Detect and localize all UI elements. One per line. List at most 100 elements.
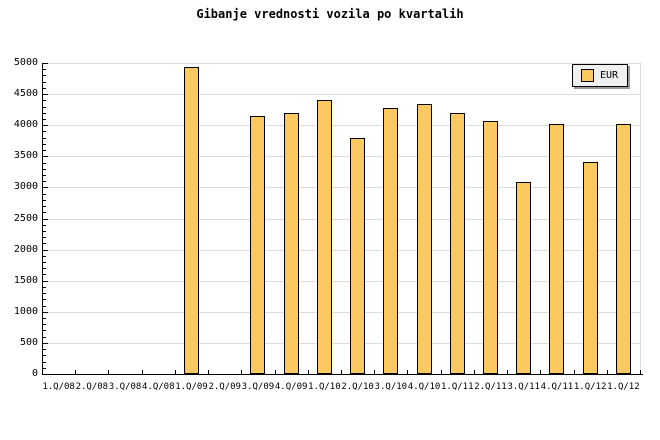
- y-axis-tick: [43, 107, 46, 108]
- x-tick-label: 1.Q/12: [573, 382, 607, 392]
- x-axis: [42, 374, 643, 375]
- y-axis-tick: [43, 268, 46, 269]
- y-axis-tick: [43, 150, 46, 151]
- y-axis-tick: [43, 175, 46, 176]
- y-axis-tick: [43, 219, 48, 220]
- x-axis-tick: [374, 370, 375, 374]
- x-axis-tick: [208, 370, 209, 374]
- bar: [417, 104, 432, 374]
- y-axis-tick: [43, 82, 46, 83]
- y-axis-tick: [43, 312, 48, 313]
- legend: EUR: [572, 64, 628, 87]
- x-tick-label: 1.Q/11: [441, 382, 474, 392]
- y-axis-tick: [43, 131, 46, 132]
- y-axis-tick: [43, 262, 46, 263]
- y-axis-tick: [43, 225, 46, 226]
- h-gridline: [42, 187, 640, 188]
- bar: [516, 182, 531, 374]
- y-tick-label: 3500: [13, 150, 38, 161]
- bar: [317, 100, 332, 374]
- x-tick-label: 4.Q/10: [407, 382, 441, 392]
- y-axis-tick: [43, 138, 46, 139]
- y-tick-label: 500: [19, 337, 38, 348]
- y-tick-label: 2000: [13, 244, 38, 255]
- x-axis-tick: [241, 370, 242, 374]
- x-axis-tick: [75, 370, 76, 374]
- y-axis-tick: [43, 256, 46, 257]
- y-tick-label: 0: [31, 368, 38, 379]
- y-axis-tick: [43, 299, 46, 300]
- x-tick-label: 1.Q/10: [308, 382, 341, 392]
- y-axis-tick: [43, 281, 48, 282]
- h-gridline: [42, 250, 640, 251]
- y-axis-tick: [43, 368, 46, 369]
- plot-right-border: [640, 63, 641, 375]
- x-tick-label: 1.Q/09: [175, 382, 208, 392]
- y-axis-tick: [43, 231, 46, 232]
- x-axis-tick: [108, 370, 109, 374]
- y-axis-tick: [43, 287, 46, 288]
- y-axis-tick: [43, 212, 46, 213]
- x-tick-label: 3.Q/11: [507, 382, 540, 392]
- x-axis-tick: [574, 370, 575, 374]
- bar: [284, 113, 299, 374]
- x-axis-tick: [441, 370, 442, 374]
- bar: [549, 124, 564, 374]
- y-axis-tick: [43, 125, 48, 126]
- y-axis-tick: [43, 318, 46, 319]
- y-axis-tick: [43, 75, 46, 76]
- h-gridline: [42, 63, 640, 64]
- x-axis-tick: [275, 370, 276, 374]
- x-tick-label: 3.Q/10: [374, 382, 408, 392]
- x-tick-label: 4.Q/09: [274, 382, 308, 392]
- y-axis-tick: [43, 156, 48, 157]
- bar: [383, 108, 398, 374]
- y-axis-tick: [43, 362, 46, 363]
- bar: [250, 116, 265, 374]
- x-tick-label: 4.Q/11: [540, 382, 574, 392]
- x-tick-label: 2.Q/08: [75, 382, 109, 392]
- x-tick-label: 1.Q/08: [42, 382, 75, 392]
- y-axis-tick: [43, 274, 46, 275]
- y-axis-tick: [43, 100, 46, 101]
- y-axis-tick: [43, 324, 46, 325]
- y-axis-tick: [43, 113, 46, 114]
- x-tick-label: 2.Q/11: [474, 382, 507, 392]
- y-axis-tick: [43, 88, 46, 89]
- x-axis-tick: [540, 370, 541, 374]
- y-axis-tick: [43, 181, 46, 182]
- y-axis-tick: [43, 69, 46, 70]
- legend-label: EUR: [600, 70, 619, 81]
- x-axis-tick: [607, 370, 608, 374]
- bar: [184, 67, 199, 374]
- h-gridline: [42, 343, 640, 344]
- x-tick-label: 4.Q/08: [142, 382, 175, 392]
- y-axis-tick: [43, 119, 46, 120]
- bar: [616, 124, 631, 374]
- y-axis-tick: [43, 94, 48, 95]
- x-axis-tick: [507, 370, 508, 374]
- h-gridline: [42, 94, 640, 95]
- y-axis-tick: [43, 337, 46, 338]
- x-tick-label: 3.Q/09: [241, 382, 275, 392]
- legend-swatch-icon: [581, 69, 594, 82]
- y-axis-tick: [43, 194, 46, 195]
- y-axis-tick: [43, 206, 46, 207]
- y-axis-tick: [43, 169, 46, 170]
- y-axis-tick: [43, 293, 46, 294]
- y-axis-tick: [43, 237, 46, 238]
- h-gridline: [42, 312, 640, 313]
- y-tick-label: 5000: [13, 57, 38, 68]
- y-axis-tick: [43, 349, 46, 350]
- bar: [350, 138, 365, 374]
- x-tick-label: 1.Q/12: [607, 382, 640, 392]
- y-axis-tick: [43, 343, 48, 344]
- x-axis-tick: [308, 370, 309, 374]
- y-tick-label: 2500: [13, 213, 38, 224]
- bar: [483, 121, 498, 374]
- x-axis-tick: [175, 370, 176, 374]
- h-gridline: [42, 281, 640, 282]
- x-tick-label: 2.Q/10: [341, 382, 374, 392]
